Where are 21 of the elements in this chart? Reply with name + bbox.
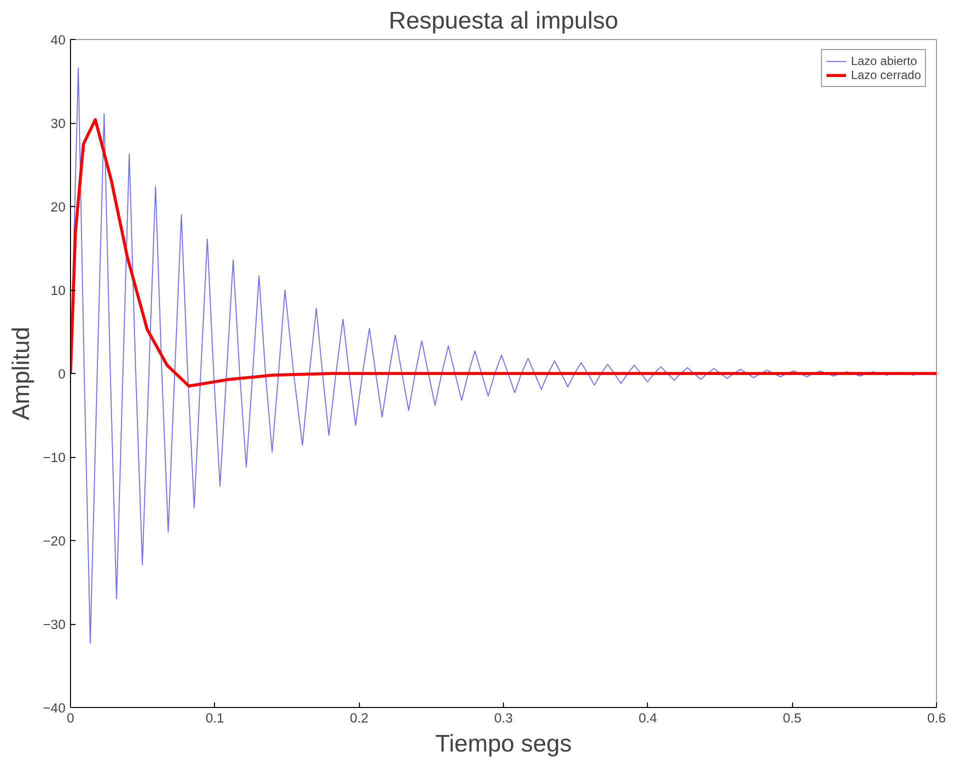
legend-label: Lazo abierto	[850, 54, 917, 68]
legend-label: Lazo cerrado	[850, 68, 921, 82]
y-tick-label: 30	[50, 116, 66, 131]
x-tick-label: 0.2	[350, 710, 368, 726]
y-tick-label: −10	[42, 450, 66, 465]
x-tick-label: 0.4	[638, 710, 658, 726]
x-tick-label: 0.1	[206, 710, 224, 726]
line-series	[70, 118, 936, 388]
y-axis-title: Amplitud	[8, 326, 35, 420]
chart-title: Respuesta al impulso	[388, 8, 618, 34]
y-tick-label: −40	[42, 700, 66, 716]
x-tick-label: 0.5	[782, 710, 802, 726]
y-tick-label: 10	[50, 283, 66, 298]
y-tick-label: 40	[50, 32, 66, 48]
y-tick-label: −30	[42, 617, 66, 632]
y-tick-label: 20	[50, 200, 66, 214]
x-axis-title: Tiempo segs	[435, 730, 572, 758]
y-tick-label: −20	[42, 534, 66, 548]
x-tick-label: 0.6	[927, 710, 946, 726]
x-tick-label: 0.3	[494, 710, 513, 726]
y-tick-label: 0	[58, 366, 66, 382]
